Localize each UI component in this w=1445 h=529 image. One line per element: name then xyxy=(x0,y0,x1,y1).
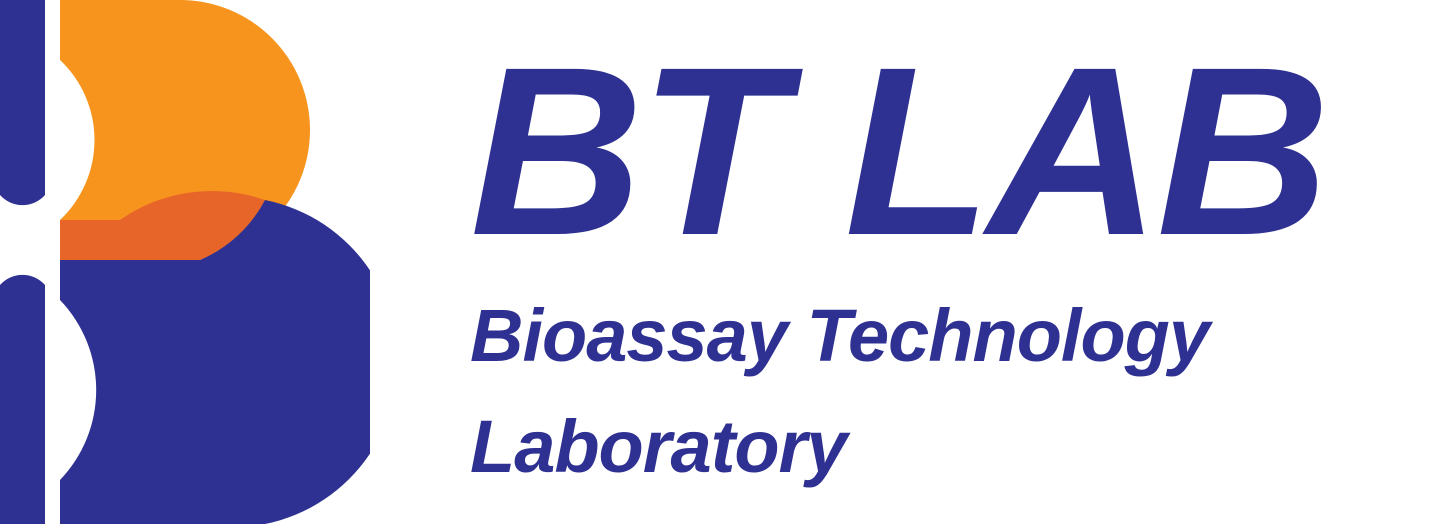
tagline-line-2: Laboratory xyxy=(470,406,1326,487)
tagline-line-1: Bioassay Technology xyxy=(470,295,1326,376)
brand-main-title: BT LAB xyxy=(470,37,1326,265)
logo-text-block: BT LAB Bioassay Technology Laboratory xyxy=(470,37,1326,488)
logo-mark-icon xyxy=(0,0,370,524)
logo-container: BT LAB Bioassay Technology Laboratory xyxy=(0,0,1445,524)
brand-tagline: Bioassay Technology Laboratory xyxy=(470,265,1326,488)
